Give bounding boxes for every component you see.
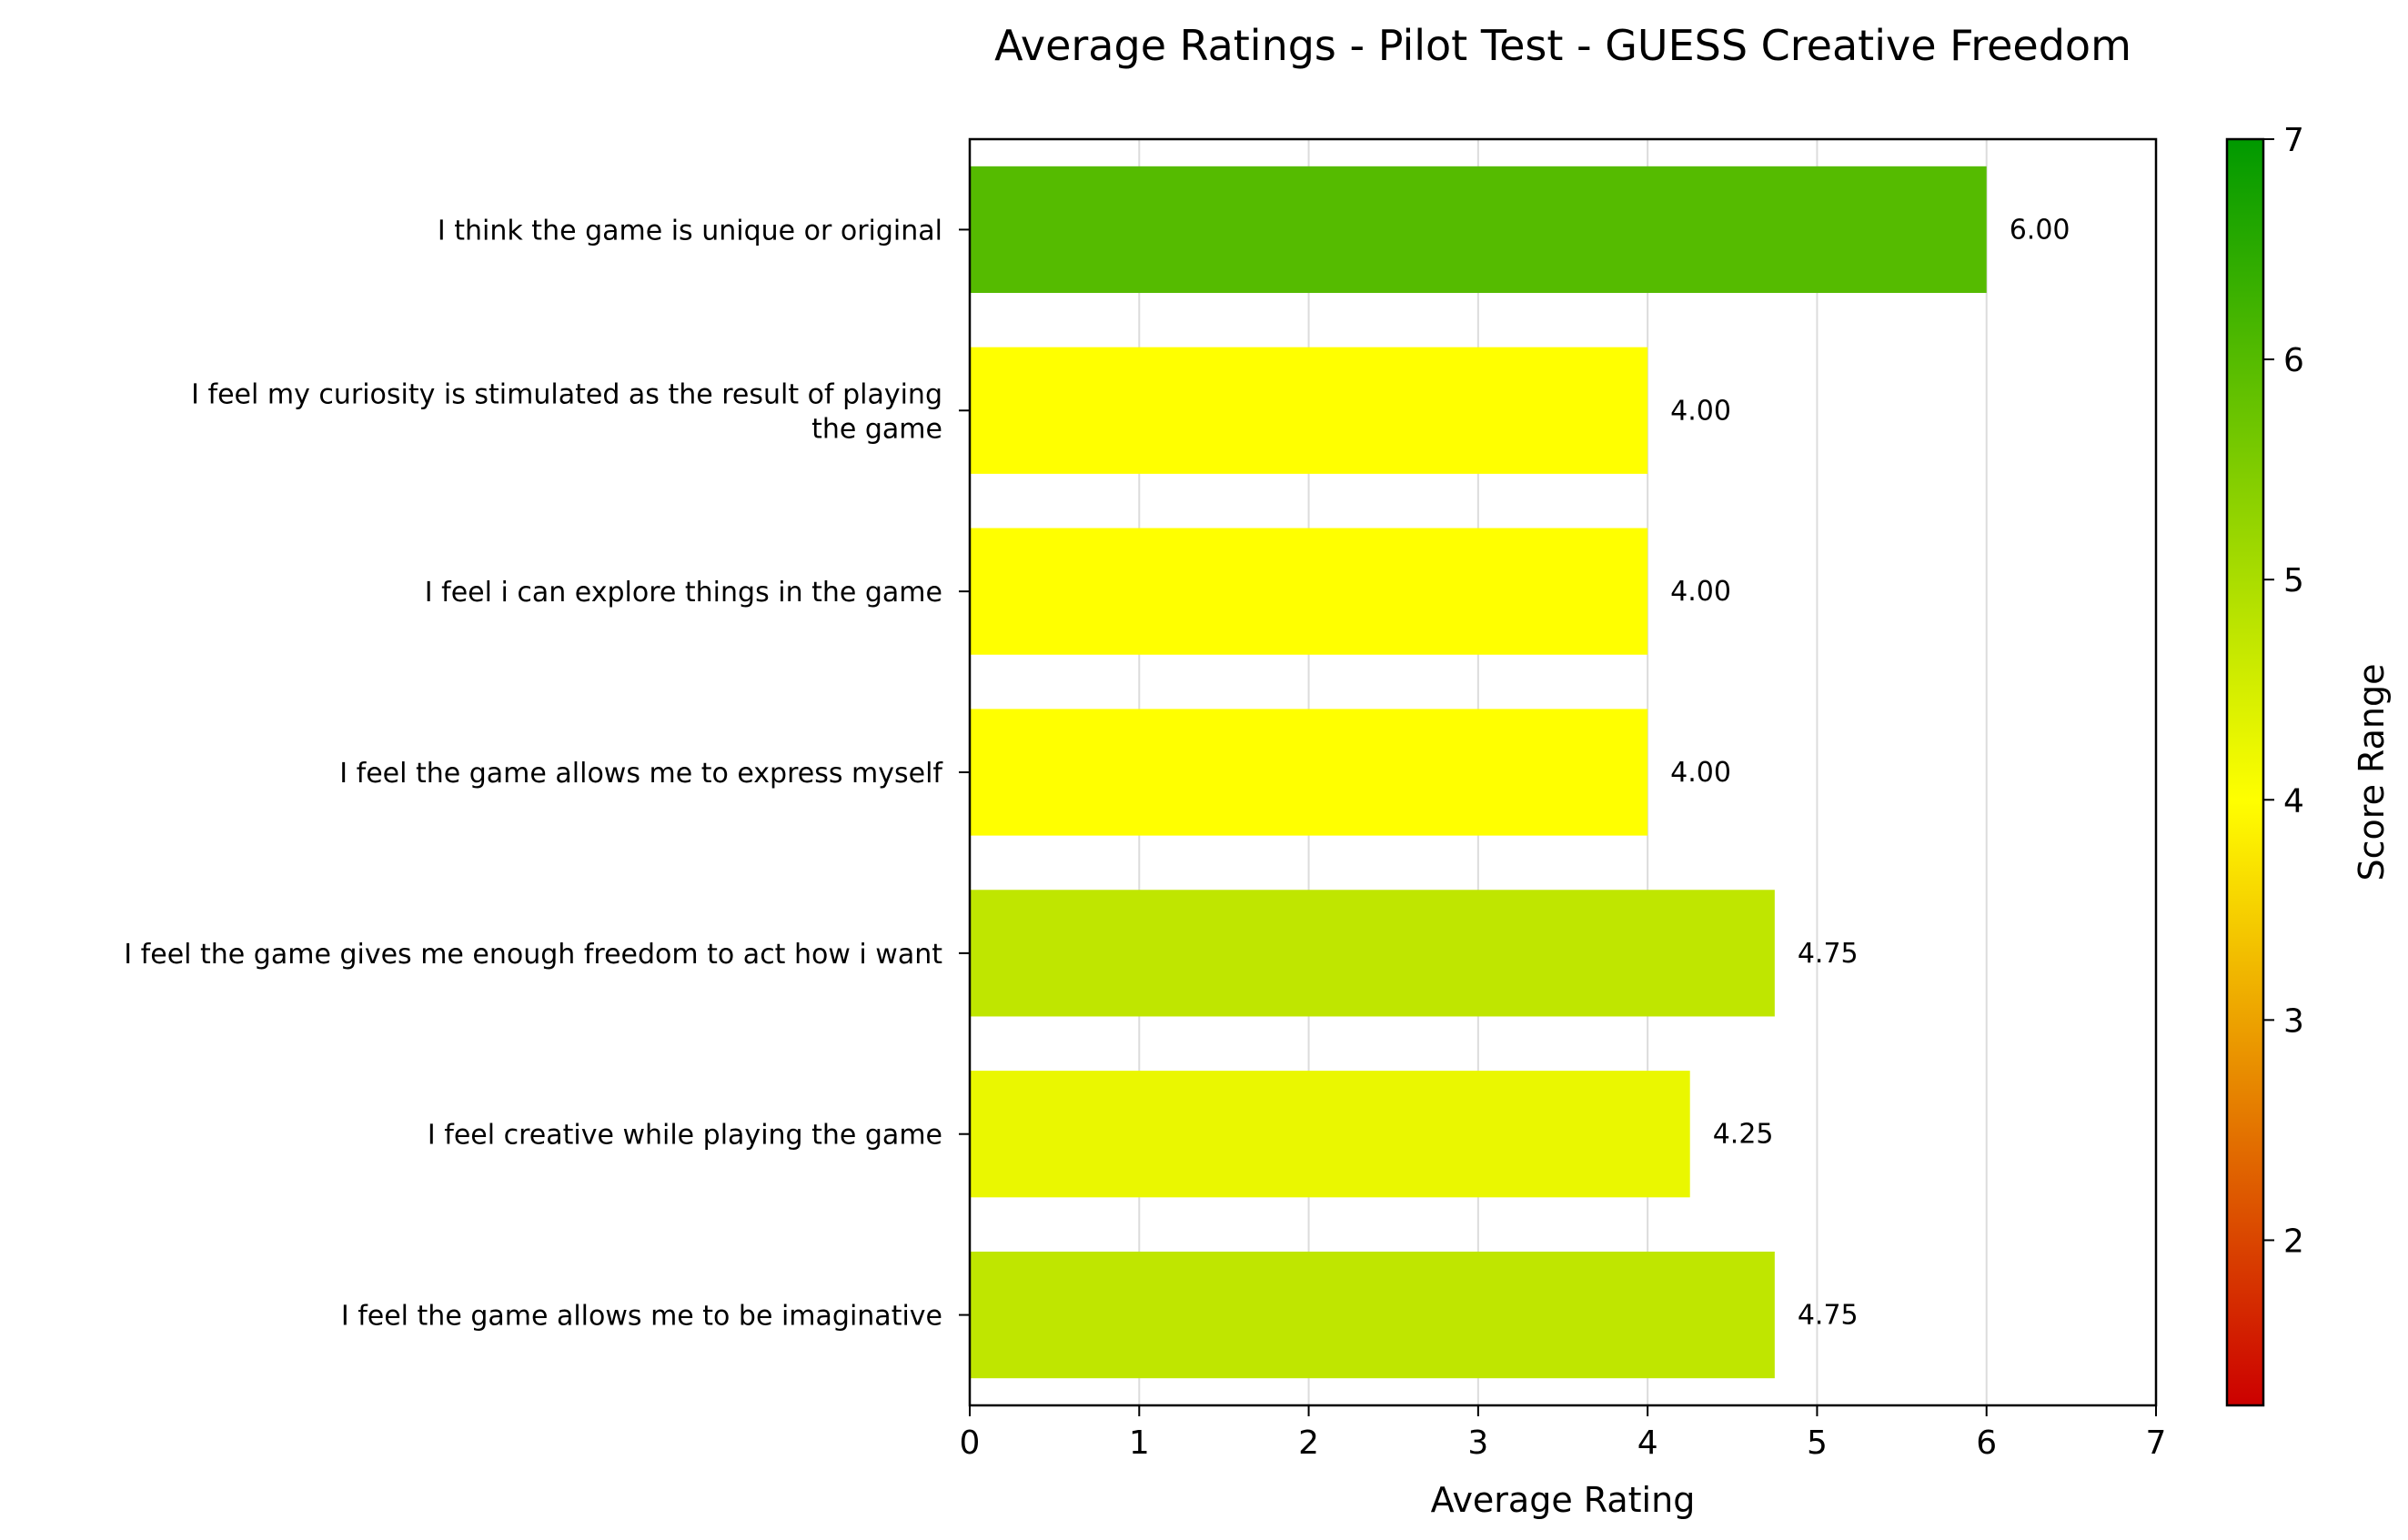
category-label: the game xyxy=(811,413,942,445)
x-tick-label: 5 xyxy=(1807,1424,1828,1462)
bar xyxy=(970,709,1648,836)
data-label: 4.75 xyxy=(1798,1300,1859,1332)
colorbar-tick-label: 4 xyxy=(2283,782,2304,820)
colorbar-tick-label: 7 xyxy=(2283,122,2304,159)
category-labels: I think the game is unique or original I … xyxy=(124,215,970,1333)
colorbar: 2 3 4 5 6 7 xyxy=(2225,122,2304,1407)
data-label: 4.75 xyxy=(1798,938,1859,970)
data-labels: 6.00 4.00 4.00 4.00 4.75 4.25 4.75 xyxy=(1670,214,2070,1331)
x-tick-label: 7 xyxy=(2146,1424,2167,1462)
category-label: I think the game is unique or original xyxy=(438,215,942,247)
colorbar-tick-label: 2 xyxy=(2283,1223,2304,1260)
colorbar-gradient xyxy=(2225,137,2265,1407)
colorbar-tick-label: 6 xyxy=(2283,342,2304,379)
category-label: I feel creative while playing the game xyxy=(428,1120,942,1152)
x-axis-title: Average Rating xyxy=(1431,1480,1696,1520)
data-label: 6.00 xyxy=(2010,214,2070,246)
x-tick-label: 4 xyxy=(1637,1424,1658,1462)
bar xyxy=(970,347,1648,474)
plot-frame xyxy=(968,137,2158,1407)
bar xyxy=(970,528,1648,655)
category-label: I feel my curiosity is stimulated as the… xyxy=(191,378,942,410)
colorbar-tick-label: 3 xyxy=(2283,1002,2304,1040)
x-tick-label: 1 xyxy=(1129,1424,1150,1462)
x-tick-label: 0 xyxy=(960,1424,981,1462)
x-tick-label: 3 xyxy=(1467,1424,1488,1462)
chart-title: Average Ratings - Pilot Test - GUESS Cre… xyxy=(994,21,2131,70)
data-label: 4.00 xyxy=(1670,395,1731,427)
bar xyxy=(970,1251,1775,1379)
category-label: I feel the game allows me to be imaginat… xyxy=(341,1301,942,1333)
category-label: I feel i can explore things in the game xyxy=(425,577,942,609)
bar xyxy=(970,890,1775,1017)
colorbar-tick-label: 5 xyxy=(2283,562,2304,599)
colorbar-title: Score Range xyxy=(2352,664,2392,881)
bars xyxy=(970,166,1987,1379)
data-label: 4.25 xyxy=(1713,1119,1774,1151)
category-label: I feel the game gives me enough freedom … xyxy=(124,939,942,971)
category-label: I feel the game allows me to express mys… xyxy=(339,758,943,790)
x-axis: 0 1 2 3 4 5 6 7 xyxy=(960,1405,2167,1462)
bar xyxy=(970,1071,1690,1198)
data-label: 4.00 xyxy=(1670,576,1731,608)
bar xyxy=(970,166,1987,294)
data-label: 4.00 xyxy=(1670,757,1731,789)
x-tick-label: 6 xyxy=(1976,1424,1997,1462)
x-tick-label: 2 xyxy=(1298,1424,1319,1462)
